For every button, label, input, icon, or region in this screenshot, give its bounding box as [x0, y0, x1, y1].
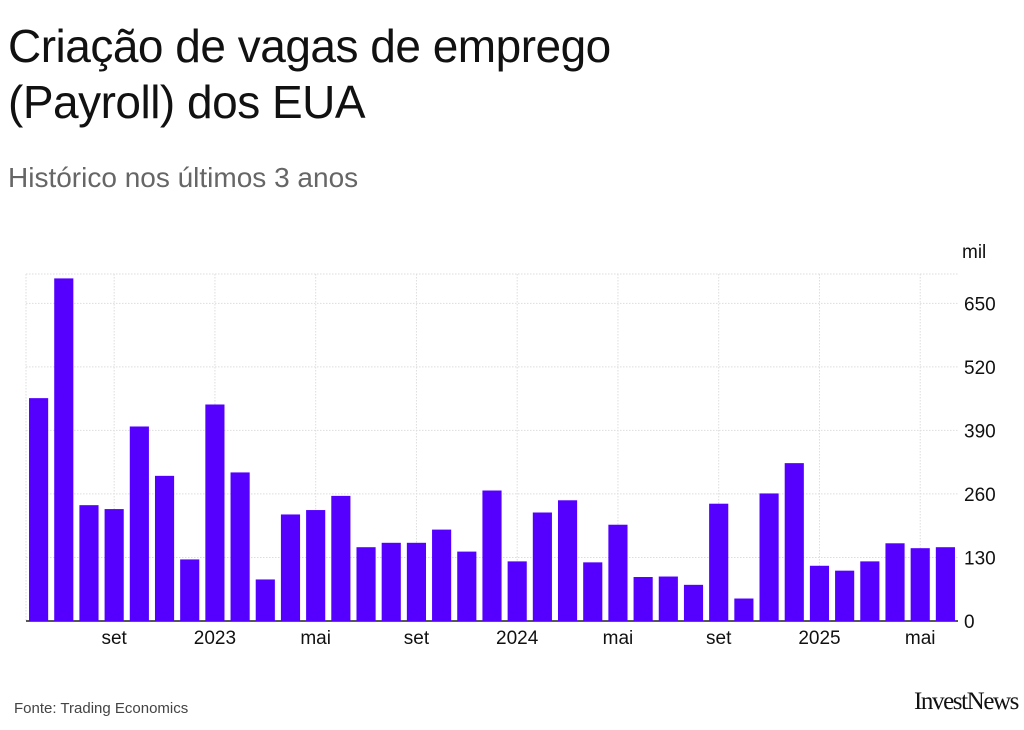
payroll-bar-chart: 0 130 260 390 520 650 set 2023 mai set 2024 mai set 2…	[25, 242, 996, 649]
bar	[280, 514, 301, 621]
bar	[734, 598, 754, 621]
bar	[482, 490, 502, 621]
bar	[557, 500, 578, 621]
x-tick-label: 2023	[194, 628, 236, 649]
bar	[910, 548, 930, 621]
bar	[406, 542, 427, 621]
bar	[180, 559, 200, 621]
bar	[356, 547, 376, 621]
bar	[230, 472, 250, 621]
bar	[154, 475, 175, 621]
investnews-logo: InvestNews	[913, 688, 1019, 715]
chart-bars	[29, 278, 955, 621]
bar	[507, 561, 527, 621]
chart-axis-labels: 0 130 260 390 520 650 set 2023 mai set 2024 mai set 2…	[101, 294, 995, 649]
bar	[532, 512, 552, 621]
bar	[885, 543, 905, 621]
x-tick-label: set	[101, 628, 127, 649]
bar	[331, 495, 351, 621]
bar	[104, 509, 124, 621]
bar	[205, 404, 225, 621]
bar	[608, 524, 628, 621]
bar	[633, 577, 653, 621]
bar	[860, 561, 880, 621]
x-tick-label: 2025	[798, 628, 840, 649]
bar	[306, 510, 326, 621]
bar	[29, 398, 49, 621]
x-tick-label: mai	[603, 628, 634, 649]
bar	[935, 547, 955, 621]
x-tick-label: mai	[300, 628, 331, 649]
x-tick-label: 2024	[496, 628, 539, 649]
bar	[255, 579, 275, 621]
bar	[79, 505, 99, 621]
x-tick-label: set	[706, 628, 732, 649]
bar	[432, 529, 452, 621]
source-note: Fonte: Trading Economics	[14, 700, 189, 717]
bar	[583, 562, 603, 621]
chart-subtitle: Histórico nos últimos 3 anos	[8, 162, 359, 193]
x-tick-label: mai	[905, 628, 936, 649]
y-tick-label: 130	[964, 548, 996, 569]
y-tick-label: 520	[964, 358, 996, 379]
y-tick-label: 260	[964, 485, 996, 506]
bar	[54, 278, 74, 621]
y-tick-label: 0	[964, 612, 975, 633]
y-tick-label: 650	[964, 294, 996, 315]
chart-title: Criação de vagas de emprego (Payroll) do…	[8, 20, 611, 128]
bar	[709, 503, 729, 621]
bar	[784, 463, 804, 621]
bar	[457, 551, 477, 621]
y-axis-unit-label: mil	[962, 242, 986, 263]
bar	[129, 426, 149, 621]
bar	[683, 584, 704, 621]
y-tick-label: 390	[964, 421, 996, 442]
bar	[759, 493, 779, 621]
bar	[381, 542, 401, 621]
bar	[835, 570, 855, 621]
x-tick-label: set	[404, 628, 430, 649]
bar	[658, 576, 678, 621]
bar	[809, 565, 830, 621]
